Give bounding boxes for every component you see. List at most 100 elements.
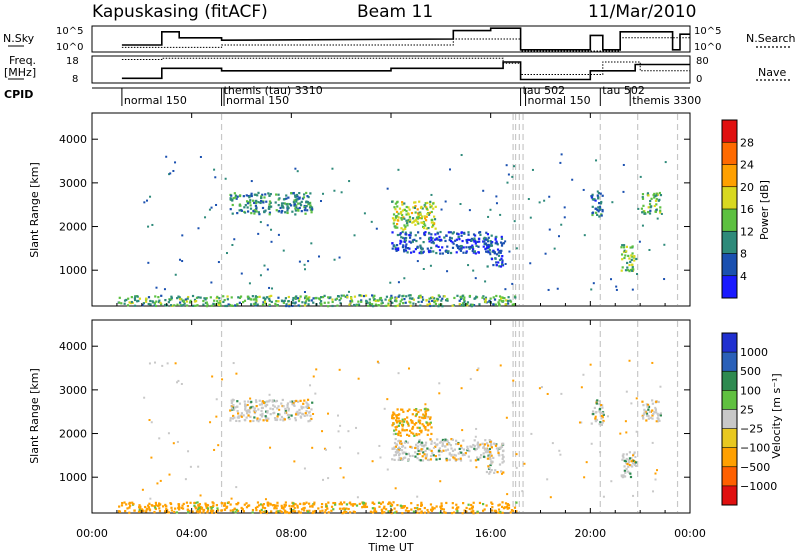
data-cell xyxy=(409,251,413,254)
data-cell xyxy=(194,507,197,510)
data-cell xyxy=(233,508,236,511)
data-cell xyxy=(445,458,448,461)
data-cell xyxy=(410,211,414,215)
data-cell xyxy=(660,212,663,215)
data-cell xyxy=(405,210,408,213)
data-cell xyxy=(463,453,466,457)
noise-panel-frame xyxy=(91,25,691,53)
data-cell xyxy=(176,297,179,300)
data-cell xyxy=(478,237,481,240)
data-cell xyxy=(274,504,277,507)
data-cell xyxy=(246,206,249,209)
data-cell xyxy=(186,297,189,300)
data-cell xyxy=(599,411,602,414)
data-cell xyxy=(487,236,490,239)
data-cell xyxy=(237,501,240,505)
data-cell xyxy=(303,414,306,418)
data-cell xyxy=(599,451,602,454)
data-cell xyxy=(411,454,414,458)
data-cell xyxy=(319,510,322,513)
data-cell xyxy=(232,509,235,512)
range-tick-label: 3000 xyxy=(59,177,87,190)
data-cell xyxy=(340,191,343,194)
data-cell xyxy=(466,241,469,244)
data-cell xyxy=(456,246,460,250)
data-cell xyxy=(602,413,605,416)
data-cell xyxy=(392,417,395,420)
data-cell xyxy=(202,508,205,512)
data-cell xyxy=(254,297,257,301)
data-cell xyxy=(249,420,252,423)
range-tick-label: 1000 xyxy=(59,471,87,484)
range-tick-label: 4000 xyxy=(59,340,87,353)
data-cell xyxy=(255,206,258,209)
data-cell xyxy=(305,501,308,504)
data-cell xyxy=(214,511,218,514)
data-cell xyxy=(648,248,651,251)
data-cell xyxy=(266,224,269,227)
data-cell xyxy=(629,475,633,479)
data-cell xyxy=(630,258,633,261)
data-cell xyxy=(267,192,270,195)
data-cell xyxy=(291,301,294,304)
data-cell xyxy=(625,431,628,434)
data-cell xyxy=(413,408,416,412)
data-cell xyxy=(404,239,407,242)
data-cell xyxy=(407,452,410,456)
data-cell xyxy=(267,501,270,505)
data-cell xyxy=(138,508,141,511)
data-cell xyxy=(380,508,383,511)
cpid-label: normal 150 xyxy=(528,94,591,107)
data-cell xyxy=(217,444,220,447)
data-cell xyxy=(437,449,441,452)
data-cell xyxy=(624,460,628,463)
data-cell xyxy=(304,212,307,215)
data-cell xyxy=(486,244,489,247)
data-cell xyxy=(406,224,409,227)
data-cell xyxy=(250,212,253,215)
data-cell xyxy=(229,409,232,412)
data-cell xyxy=(181,234,184,237)
data-cell xyxy=(250,303,253,306)
data-cell xyxy=(236,303,239,306)
data-cell xyxy=(272,404,275,407)
data-cell xyxy=(383,407,386,410)
data-cell xyxy=(628,263,631,267)
data-cell xyxy=(397,247,400,250)
data-cell xyxy=(324,509,327,512)
data-cell xyxy=(627,465,630,468)
data-cell xyxy=(199,494,202,497)
data-cell xyxy=(284,297,287,300)
data-cell xyxy=(501,453,504,457)
data-cell xyxy=(456,506,459,509)
data-cell xyxy=(435,297,439,300)
data-cell xyxy=(600,200,603,204)
data-cell xyxy=(291,402,294,406)
data-cell xyxy=(506,503,509,506)
data-cell xyxy=(422,424,425,427)
data-cell xyxy=(415,413,418,416)
data-cell xyxy=(267,400,270,403)
data-cell xyxy=(406,421,409,424)
data-cell xyxy=(446,440,449,443)
data-cell xyxy=(472,501,475,504)
colorbar-swatch xyxy=(722,485,737,505)
data-cell xyxy=(297,299,301,303)
data-cell xyxy=(163,288,166,291)
data-cell xyxy=(501,511,504,514)
data-cell xyxy=(495,235,498,238)
data-cell xyxy=(626,462,629,466)
data-cell xyxy=(471,246,474,249)
data-cell xyxy=(571,178,574,181)
data-cell xyxy=(311,504,314,507)
data-cell xyxy=(391,447,394,450)
data-cell xyxy=(658,419,661,422)
data-cell xyxy=(235,508,238,512)
data-cell xyxy=(513,506,517,509)
data-cell xyxy=(148,362,151,365)
data-cell xyxy=(648,410,651,414)
data-cell xyxy=(641,224,644,227)
data-cell xyxy=(327,511,330,514)
data-cell xyxy=(416,508,420,511)
